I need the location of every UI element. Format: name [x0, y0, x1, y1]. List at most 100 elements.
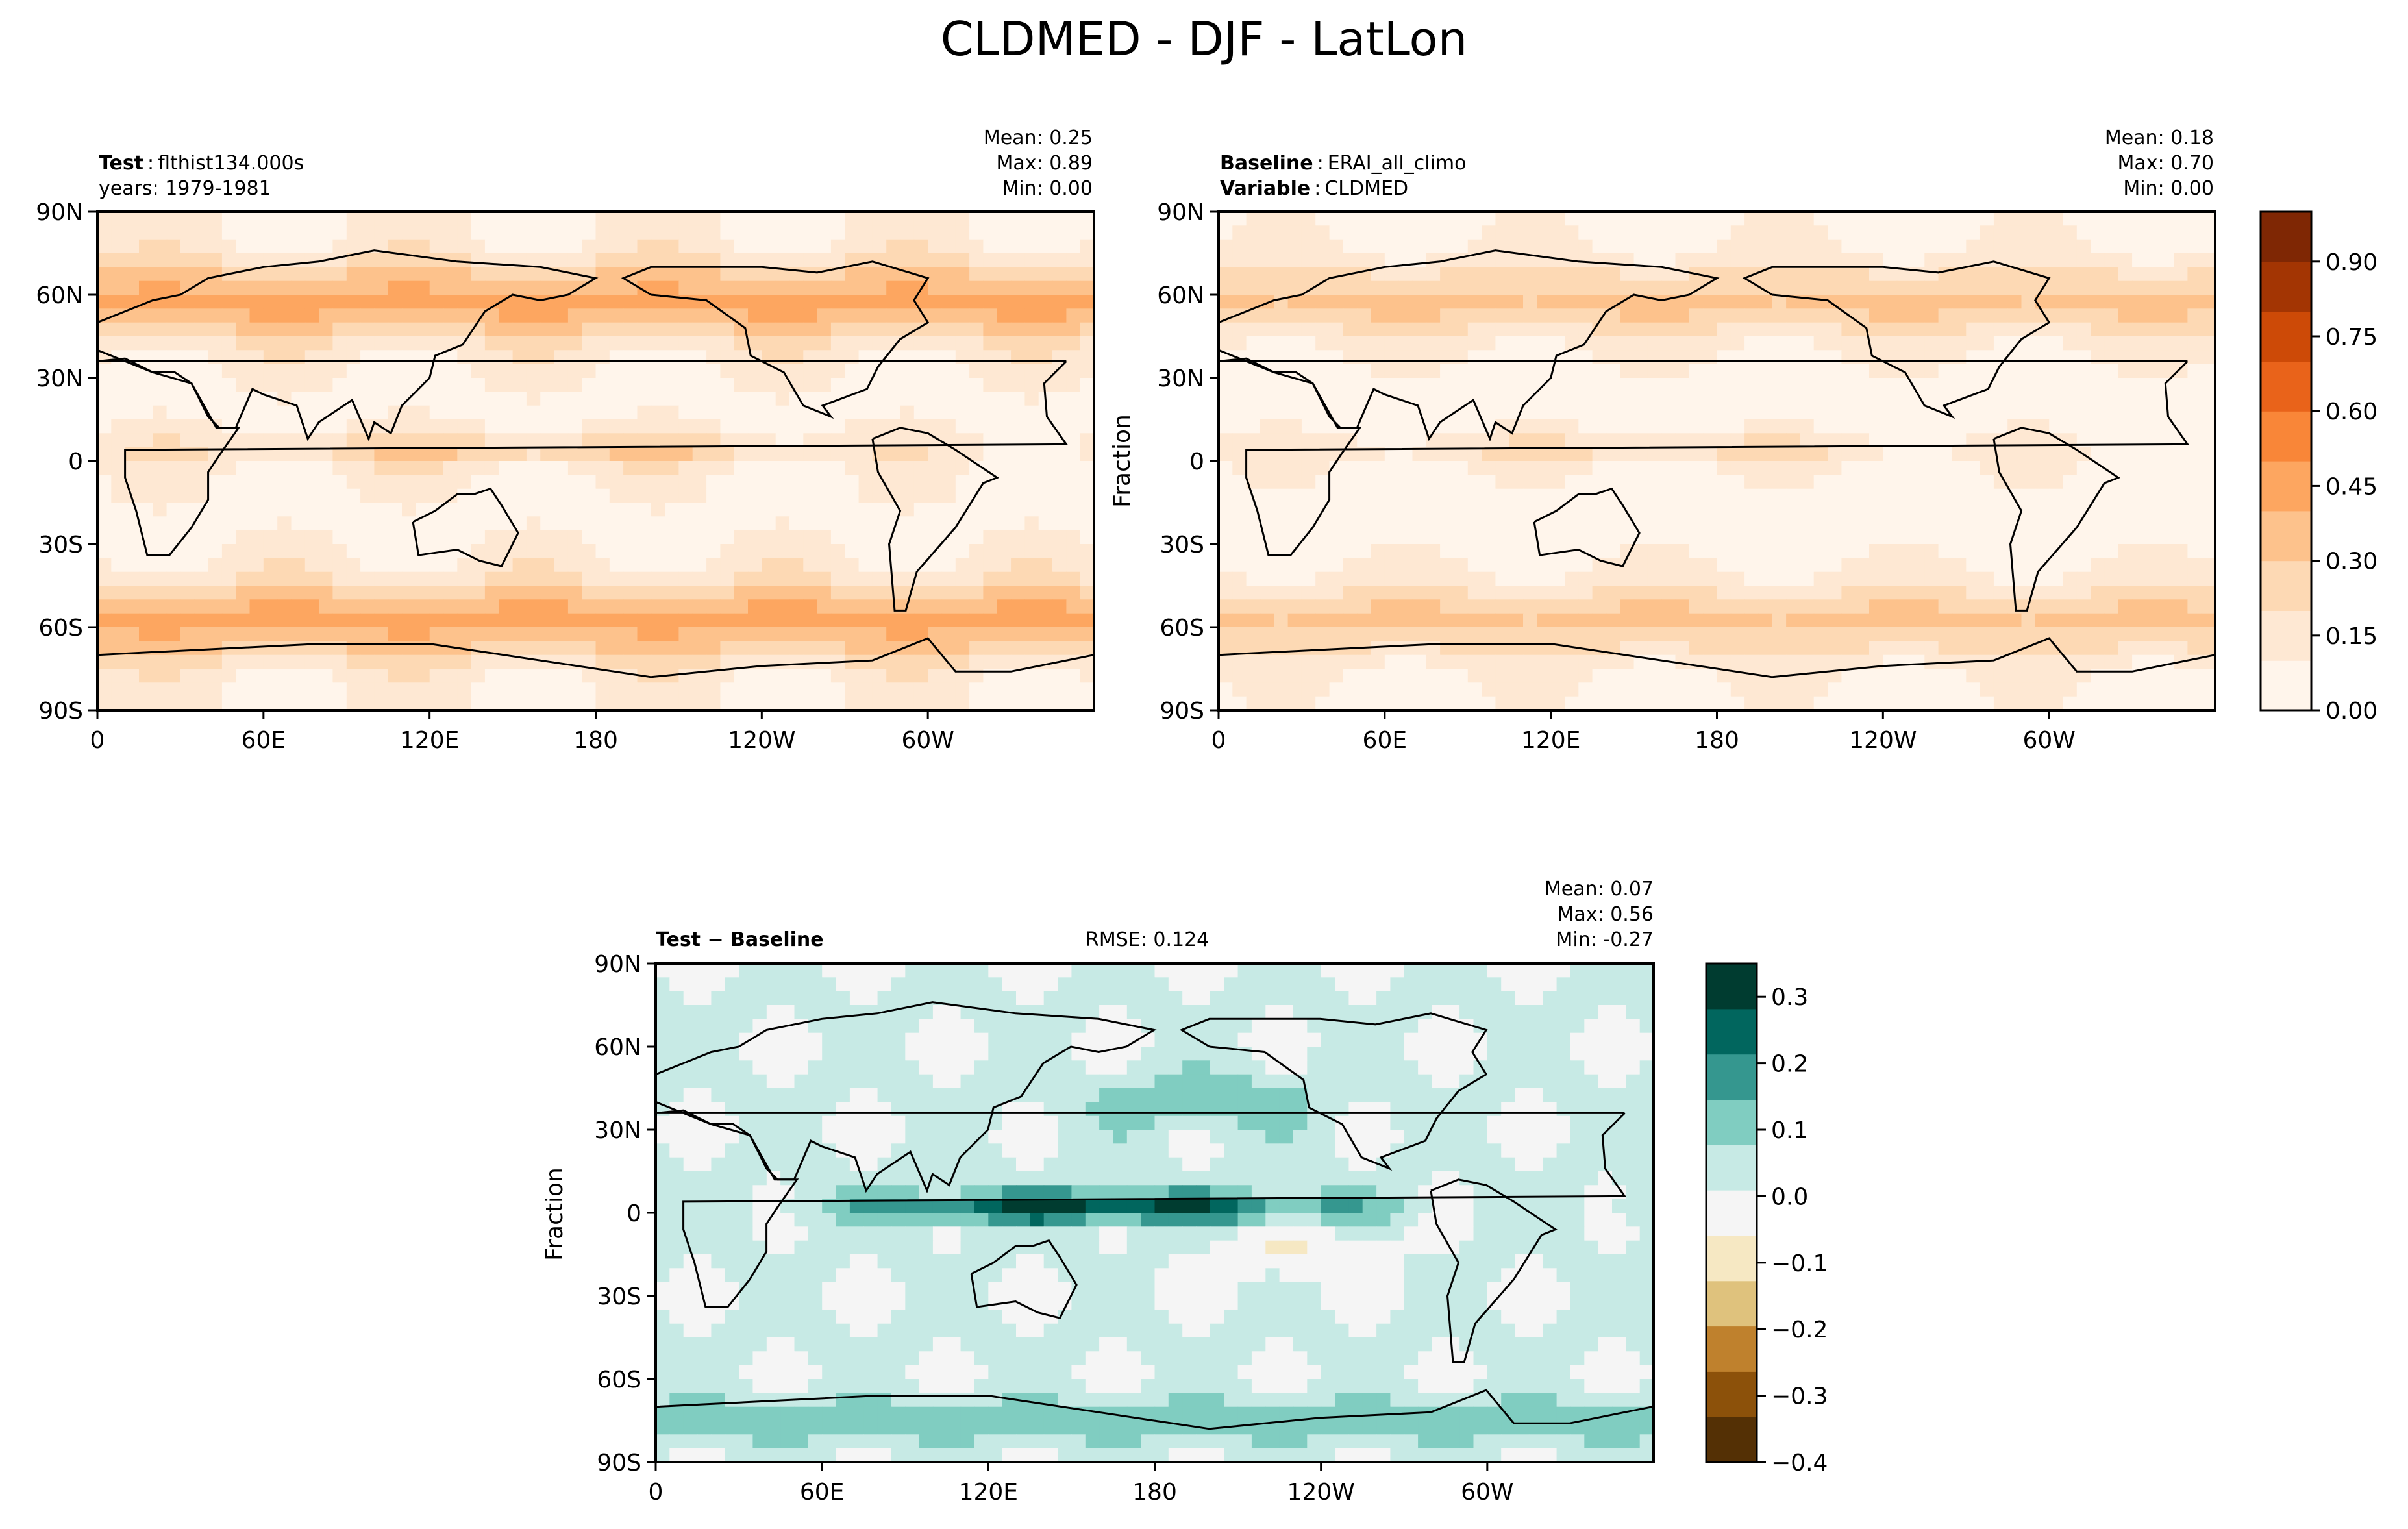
field-cell	[208, 253, 223, 267]
field-cell	[1467, 239, 1482, 254]
field-cell	[1509, 475, 1524, 490]
field-cell	[1606, 654, 1620, 669]
field-cell	[1938, 586, 1953, 600]
field-cell	[2049, 586, 2064, 600]
field-cell	[1537, 295, 1552, 309]
field-cell	[1343, 558, 1358, 573]
field-cell	[540, 516, 555, 531]
field-cell	[1661, 350, 1676, 365]
field-cell	[1523, 267, 1537, 282]
field-cell	[720, 419, 735, 434]
field-cell	[1343, 530, 1358, 545]
field-cell	[97, 571, 112, 586]
field-cell	[1800, 530, 1815, 545]
field-cell	[734, 239, 749, 254]
field-cell	[332, 308, 347, 323]
field-cell	[955, 419, 970, 434]
field-cell	[1661, 433, 1676, 448]
field-cell	[845, 544, 860, 558]
field-cell	[1717, 558, 1732, 573]
field-cell	[1467, 267, 1482, 282]
field-cell	[955, 280, 970, 295]
field-cell	[221, 682, 236, 697]
field-cell	[678, 488, 693, 503]
field-cell	[1565, 212, 1579, 226]
field-cell	[969, 613, 984, 628]
field-cell	[1260, 253, 1274, 267]
field-cell	[402, 571, 416, 586]
field-cell	[2076, 586, 2091, 600]
field-cell	[1426, 516, 1441, 531]
field-cell	[928, 571, 943, 586]
field-cell	[748, 627, 762, 641]
field-cell	[1467, 308, 1482, 323]
field-cell	[803, 503, 818, 517]
field-cell	[1592, 433, 1607, 448]
field-cell	[2021, 461, 2036, 475]
field-cell	[1730, 405, 1745, 420]
field-cell	[2159, 267, 2174, 282]
field-cell	[1620, 571, 1635, 586]
field-cell	[1744, 558, 1759, 573]
field-cell	[775, 627, 790, 641]
field-cell	[2132, 364, 2146, 379]
field-cell	[332, 516, 347, 531]
field-cell	[1730, 433, 1745, 448]
field-cell	[1052, 461, 1067, 475]
field-cell	[1398, 599, 1413, 614]
coastline	[97, 637, 1095, 678]
field-cell	[720, 641, 735, 656]
field-cell	[637, 641, 652, 656]
field-cell	[111, 599, 126, 614]
field-cell	[1620, 378, 1635, 392]
field-cell	[429, 447, 444, 462]
field-cell	[208, 516, 223, 531]
field-cell	[360, 627, 375, 641]
field-cell	[1011, 516, 1025, 531]
field-cell	[471, 530, 486, 545]
field-cell	[1661, 364, 1676, 379]
field-cell	[1717, 405, 1732, 420]
field-cell	[499, 488, 514, 503]
field-cell	[1883, 475, 1898, 490]
field-cell	[416, 419, 430, 434]
field-cell	[319, 378, 333, 392]
field-cell	[1232, 613, 1247, 628]
field-cell	[955, 571, 970, 586]
field-cell	[817, 364, 832, 379]
field-cell	[1080, 267, 1094, 282]
field-cell	[1426, 461, 1441, 475]
field-cell	[817, 544, 832, 558]
field-cell	[928, 239, 943, 254]
field-cell	[762, 696, 776, 710]
field-cell	[2104, 336, 2119, 351]
field-cell	[1565, 419, 1579, 434]
field-cell	[2076, 433, 2091, 448]
field-cell	[2174, 461, 2188, 475]
field-cell	[1274, 461, 1289, 475]
field-cell	[484, 433, 499, 448]
field-cell	[969, 447, 984, 462]
field-cell	[886, 392, 901, 406]
field-cell	[734, 475, 749, 490]
field-cell	[1219, 433, 1233, 448]
field-cell	[360, 586, 375, 600]
field-cell	[969, 405, 984, 420]
field-cell	[651, 239, 665, 254]
field-cell	[1633, 336, 1648, 351]
field-cell	[803, 461, 818, 475]
field-cell	[1675, 530, 1690, 545]
field-cell	[1980, 378, 1994, 392]
field-cell	[1315, 322, 1330, 337]
field-cell	[2174, 516, 2188, 531]
field-cell	[1440, 599, 1454, 614]
field-cell	[609, 295, 624, 309]
field-cell	[1371, 364, 1385, 379]
field-cell	[582, 308, 597, 323]
field-cell	[388, 392, 403, 406]
field-cell	[2201, 475, 2215, 490]
field-cell	[416, 212, 430, 226]
field-cell	[1661, 239, 1676, 254]
field-cell	[706, 239, 721, 254]
field-cell	[582, 447, 597, 462]
